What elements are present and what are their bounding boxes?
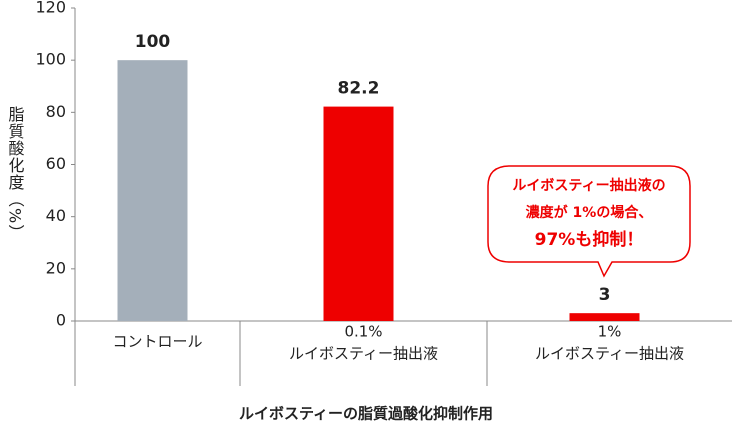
callout-bubble xyxy=(487,165,691,278)
y-tick-label: 0 xyxy=(56,311,66,330)
x-tick-label: 1% xyxy=(598,323,622,341)
value-label: 3 xyxy=(599,285,611,305)
value-label: 82.2 xyxy=(338,79,380,99)
x-tick-label: ルイボスティー抽出液 xyxy=(289,345,438,363)
bar xyxy=(117,60,188,322)
callout-text: ルイボスティー抽出液の xyxy=(512,177,665,194)
y-tick-label: 60 xyxy=(46,154,66,173)
y-axis-label: 脂質酸化度（%） xyxy=(6,106,25,241)
x-tick-label: コントロール xyxy=(112,333,202,351)
x-tick-label: 0.1% xyxy=(344,323,382,341)
chart-title: ルイボスティーの脂質過酸化抑制作用 xyxy=(239,405,493,423)
callout xyxy=(487,165,691,278)
y-tick-label: 80 xyxy=(46,102,66,121)
bar xyxy=(323,106,394,321)
x-tick-label: ルイボスティー抽出液 xyxy=(535,345,684,363)
bar xyxy=(569,313,640,321)
value-label: 100 xyxy=(135,32,171,52)
y-tick-label: 120 xyxy=(35,0,66,17)
y-tick-label: 40 xyxy=(46,206,66,225)
y-tick-label: 100 xyxy=(35,50,66,69)
callout-text: 97%も抑制！ xyxy=(535,229,644,250)
callout-text: 濃度が 1%の場合、 xyxy=(526,204,653,221)
y-tick-label: 20 xyxy=(46,258,66,277)
